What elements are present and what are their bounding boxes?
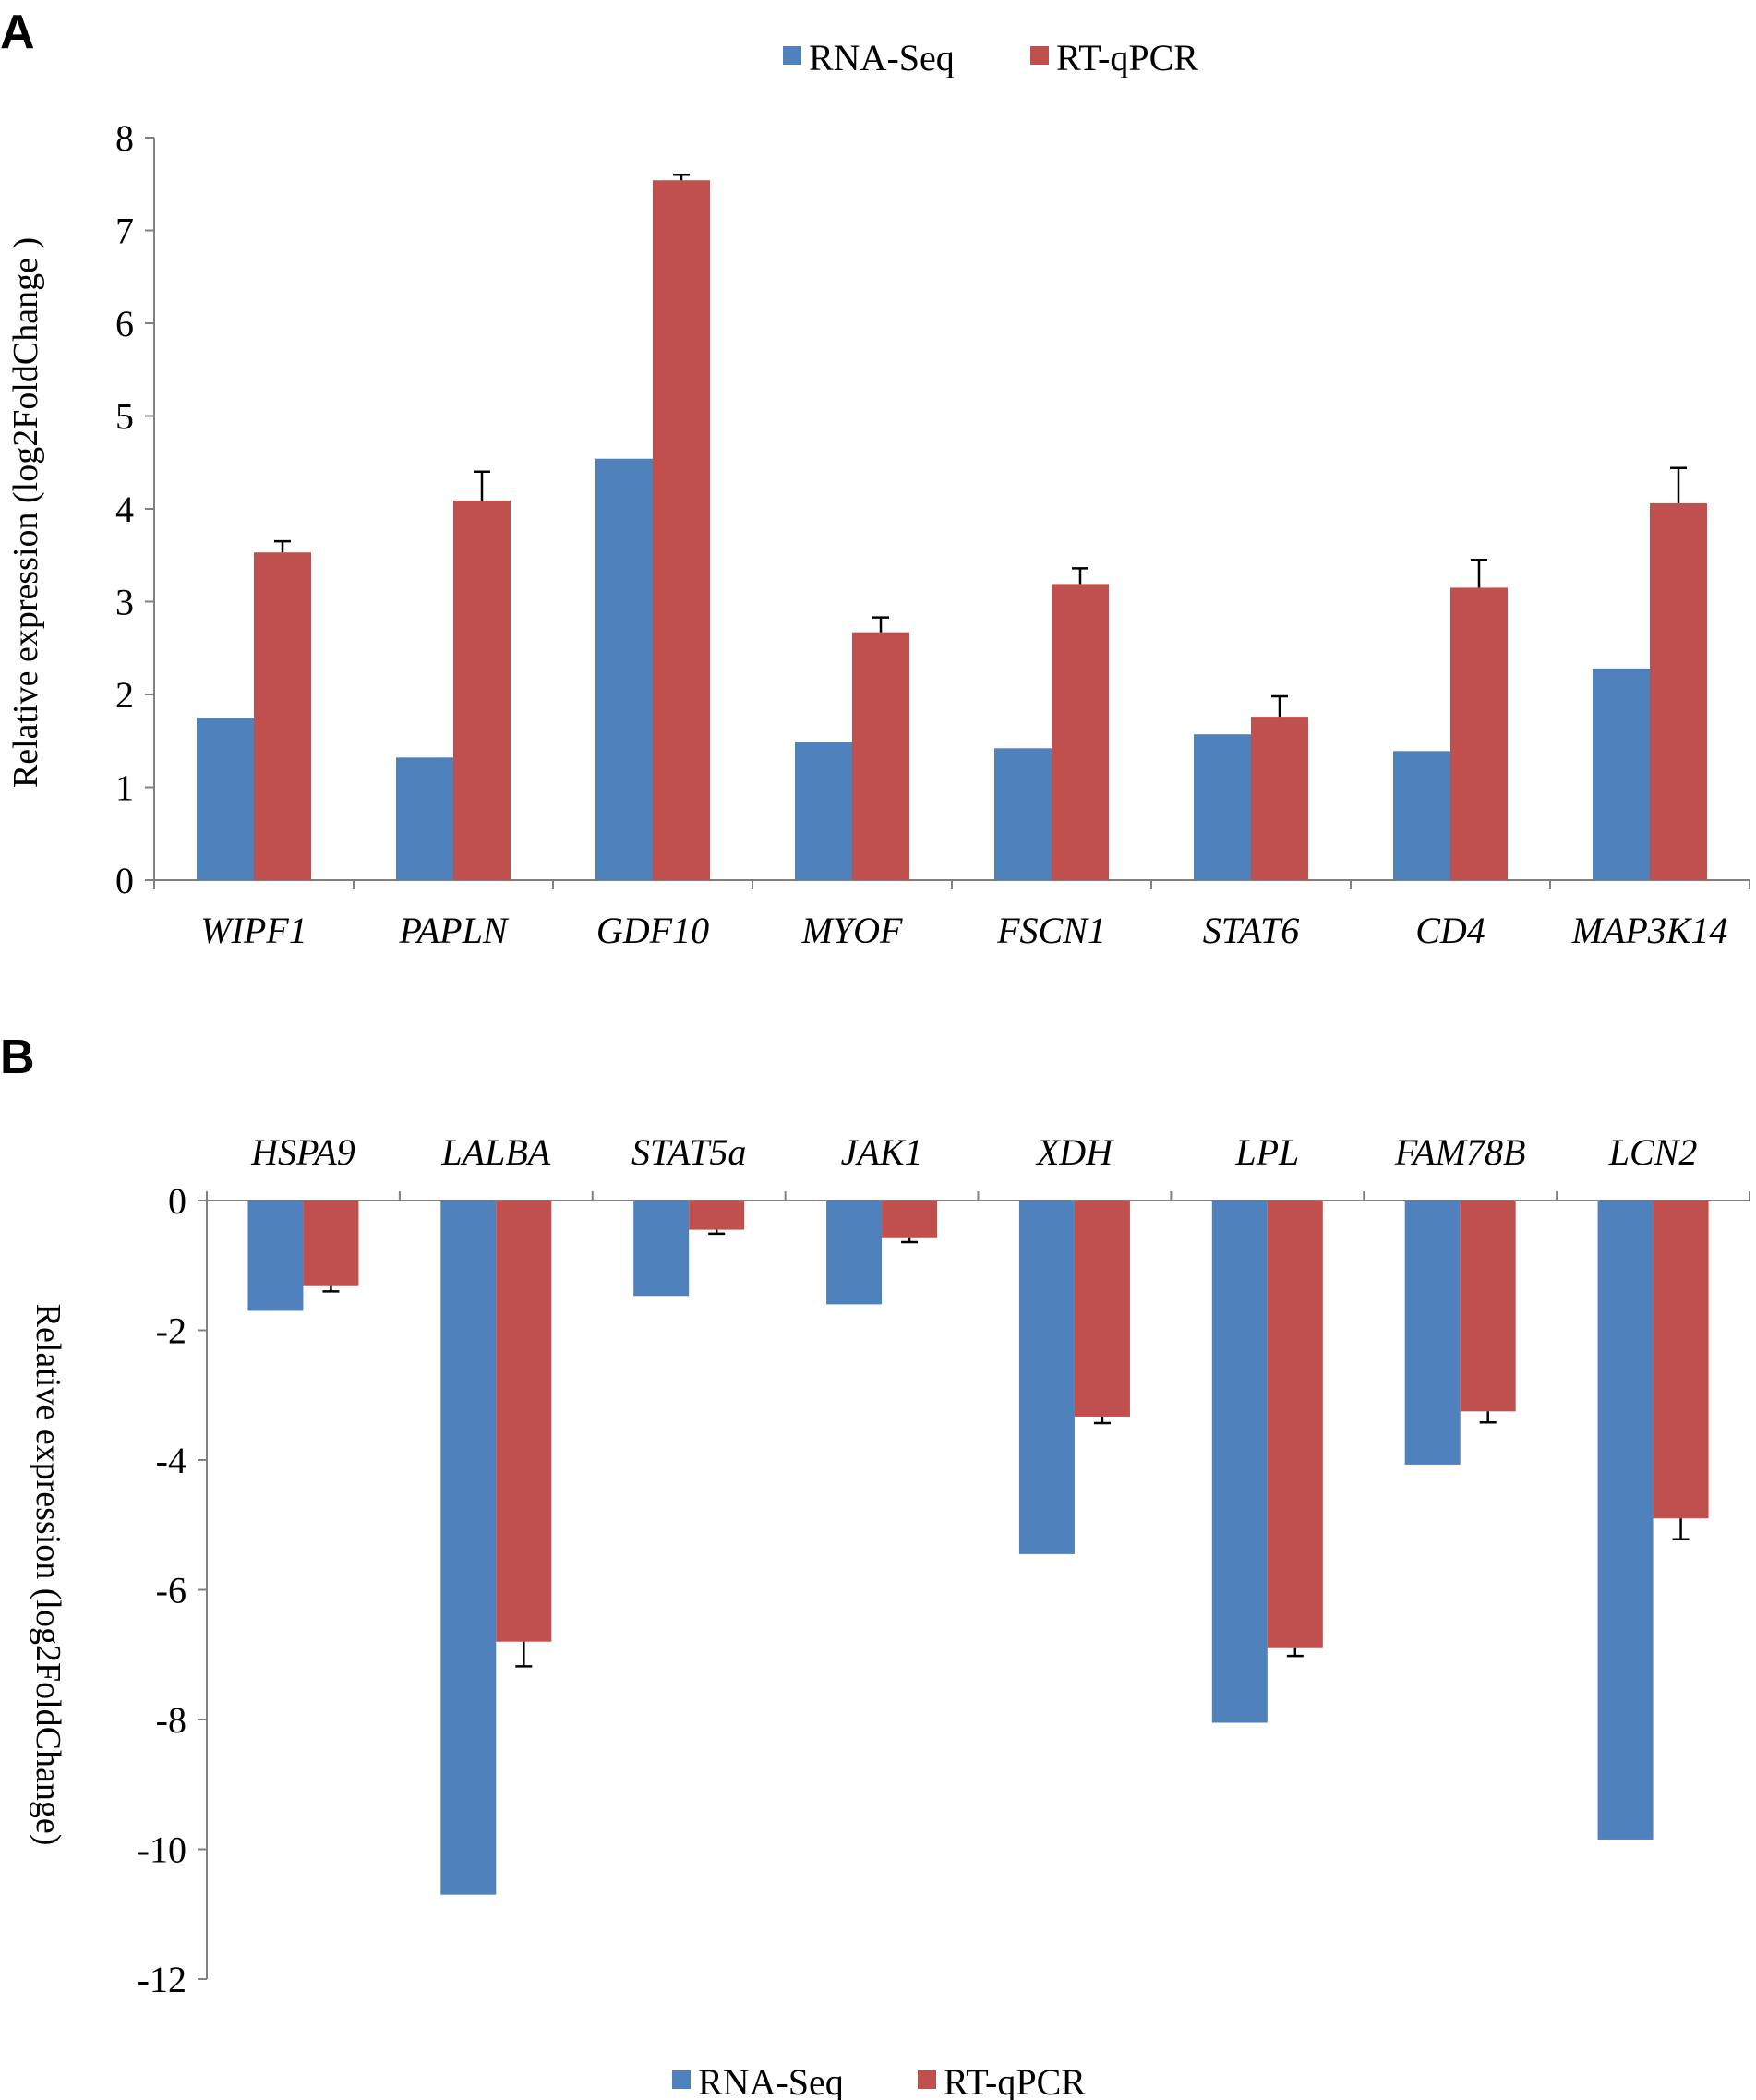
chart-a-bar-rt-qpcr-fscn1 <box>1052 584 1109 880</box>
chart-a-category-label-gdf10: GDF10 <box>596 910 709 951</box>
chart-b-bar-rna-seq-xdh <box>1018 1201 1075 1554</box>
chart-b-category-label-lpl: LPL <box>1234 1131 1299 1173</box>
legend-b-label-rna-seq: RNA-Seq <box>698 2061 844 2100</box>
panel-label-b: B <box>0 1031 35 1084</box>
chart-a-y-tick-label: 8 <box>115 117 134 159</box>
legend-a-swatch-rt-qpcr <box>1030 46 1049 65</box>
chart-a-bar-rna-seq-stat6 <box>1194 734 1251 880</box>
chart-b-category-label-lalba: LALBA <box>440 1131 550 1173</box>
chart-b-category-label-xdh: XDH <box>1035 1131 1114 1173</box>
chart-b-y-tick-label: -2 <box>156 1310 186 1352</box>
chart-a-category-label-myof: MYOF <box>801 910 903 951</box>
chart-a-y-tick-label: 0 <box>115 860 134 901</box>
chart-b-bar-rna-seq-lalba <box>440 1201 497 1895</box>
chart-b-bar-rna-seq-lpl <box>1211 1201 1268 1723</box>
chart-b-bar-rna-seq-jak1 <box>826 1201 883 1305</box>
chart-a-bar-rt-qpcr-map3k14 <box>1650 502 1707 880</box>
chart-a-y-axis-label: Relative expression (log2FoldChange ) <box>6 237 45 788</box>
chart-a-bar-rna-seq-wipf1 <box>197 718 254 880</box>
chart-b-bar-rt-qpcr-hspa9 <box>303 1201 359 1286</box>
chart-b-bar-rna-seq-hspa9 <box>247 1201 304 1311</box>
chart-b-bar-rna-seq-stat5a <box>633 1201 690 1297</box>
chart-b-category-label-stat5a: STAT5a <box>631 1131 746 1173</box>
chart-b-category-label-jak1: JAK1 <box>841 1131 923 1173</box>
chart-b-y-axis-label: Relative expression (log2FoldChange) <box>29 1304 67 1846</box>
chart-a-category-label-fscn1: FSCN1 <box>996 910 1106 951</box>
chart-a-bar-rna-seq-gdf10 <box>595 458 653 880</box>
chart-a-bar-rt-qpcr-gdf10 <box>653 180 710 881</box>
chart-b-y-tick-label: 0 <box>168 1180 186 1222</box>
chart-a-bar-rt-qpcr-stat6 <box>1251 717 1308 880</box>
chart-a-bar-rna-seq-cd4 <box>1393 751 1450 880</box>
chart-b-legend: RNA-Seq RT-qPCR <box>672 2061 1086 2100</box>
chart-b-bar-rt-qpcr-fam78b <box>1460 1201 1516 1412</box>
chart-a-bar-rna-seq-myof <box>795 742 852 880</box>
chart-a-bar-rt-qpcr-myof <box>852 632 909 880</box>
chart-b-bar-rt-qpcr-lcn2 <box>1653 1201 1709 1519</box>
chart-b-category-label-fam78b: FAM78B <box>1394 1131 1525 1173</box>
chart-b-y-tick-label: -12 <box>138 1959 186 2000</box>
chart-a-y-tick-label: 3 <box>115 582 134 623</box>
legend-a-label-rt-qpcr: RT-qPCR <box>1056 37 1198 78</box>
chart-b-bar-rt-qpcr-stat5a <box>689 1201 745 1230</box>
chart-a-y-tick-label: 1 <box>115 767 134 809</box>
chart-a-y-tick-label: 2 <box>115 674 134 716</box>
chart-b-bar-rt-qpcr-jak1 <box>882 1201 938 1238</box>
chart-a-category-label-wipf1: WIPF1 <box>200 910 307 951</box>
chart-b-category-label-lcn2: LCN2 <box>1608 1131 1698 1173</box>
chart-b-y-tick-label: -6 <box>156 1570 186 1611</box>
legend-a-label-rna-seq: RNA-Seq <box>809 37 955 78</box>
chart-a-category-label-papln: PAPLN <box>398 910 509 951</box>
chart-a-y-tick-label: 4 <box>115 489 134 530</box>
chart-a: 0 1 2 3 4 5 6 7 8 WIPF1 PAPLN GDF10 MYOF FSCN1 STAT6 CD… <box>115 117 1750 951</box>
chart-a-bar-rna-seq-map3k14 <box>1593 668 1650 880</box>
legend-b-swatch-rna-seq <box>672 2070 691 2089</box>
chart-b-bar-rt-qpcr-xdh <box>1074 1201 1130 1417</box>
chart-a-category-label-map3k14: MAP3K14 <box>1571 910 1728 951</box>
chart-a-bar-rna-seq-fscn1 <box>994 748 1052 880</box>
chart-a-category-label-cd4: CD4 <box>1415 910 1485 951</box>
legend-a-swatch-rna-seq <box>783 46 801 65</box>
chart-b-y-tick-label: -8 <box>156 1699 186 1741</box>
chart-a-bar-rt-qpcr-wipf1 <box>254 552 311 880</box>
legend-b-swatch-rt-qpcr <box>918 2070 936 2089</box>
chart-a-bar-rna-seq-papln <box>396 757 453 880</box>
chart-a-y-tick-label: 7 <box>115 211 134 252</box>
chart-b-category-label-hspa9: HSPA9 <box>250 1131 355 1173</box>
chart-b: 0 -2 -4 -6 -8 -10 -12 HSPA9 LALBA STAT5a JAK1 XDH LP… <box>138 1131 1750 2000</box>
chart-a-y-tick-label: 5 <box>115 396 134 438</box>
chart-b-bar-rna-seq-lcn2 <box>1597 1201 1654 1840</box>
chart-a-category-label-stat6: STAT6 <box>1203 910 1299 951</box>
legend-b-label-rt-qpcr: RT-qPCR <box>944 2061 1086 2100</box>
chart-a-y-tick-label: 6 <box>115 303 134 344</box>
chart-b-bar-rna-seq-fam78b <box>1404 1201 1461 1465</box>
chart-a-bar-rt-qpcr-papln <box>453 500 511 880</box>
chart-a-legend: RNA-Seq RT-qPCR <box>783 37 1198 78</box>
chart-b-y-tick-label: -4 <box>156 1440 186 1481</box>
chart-b-y-tick-label: -10 <box>138 1829 186 1871</box>
chart-b-bar-rt-qpcr-lalba <box>496 1201 552 1642</box>
chart-b-bar-rt-qpcr-lpl <box>1267 1201 1323 1648</box>
chart-a-bar-rt-qpcr-cd4 <box>1450 587 1508 880</box>
panel-label-a: A <box>0 6 35 59</box>
